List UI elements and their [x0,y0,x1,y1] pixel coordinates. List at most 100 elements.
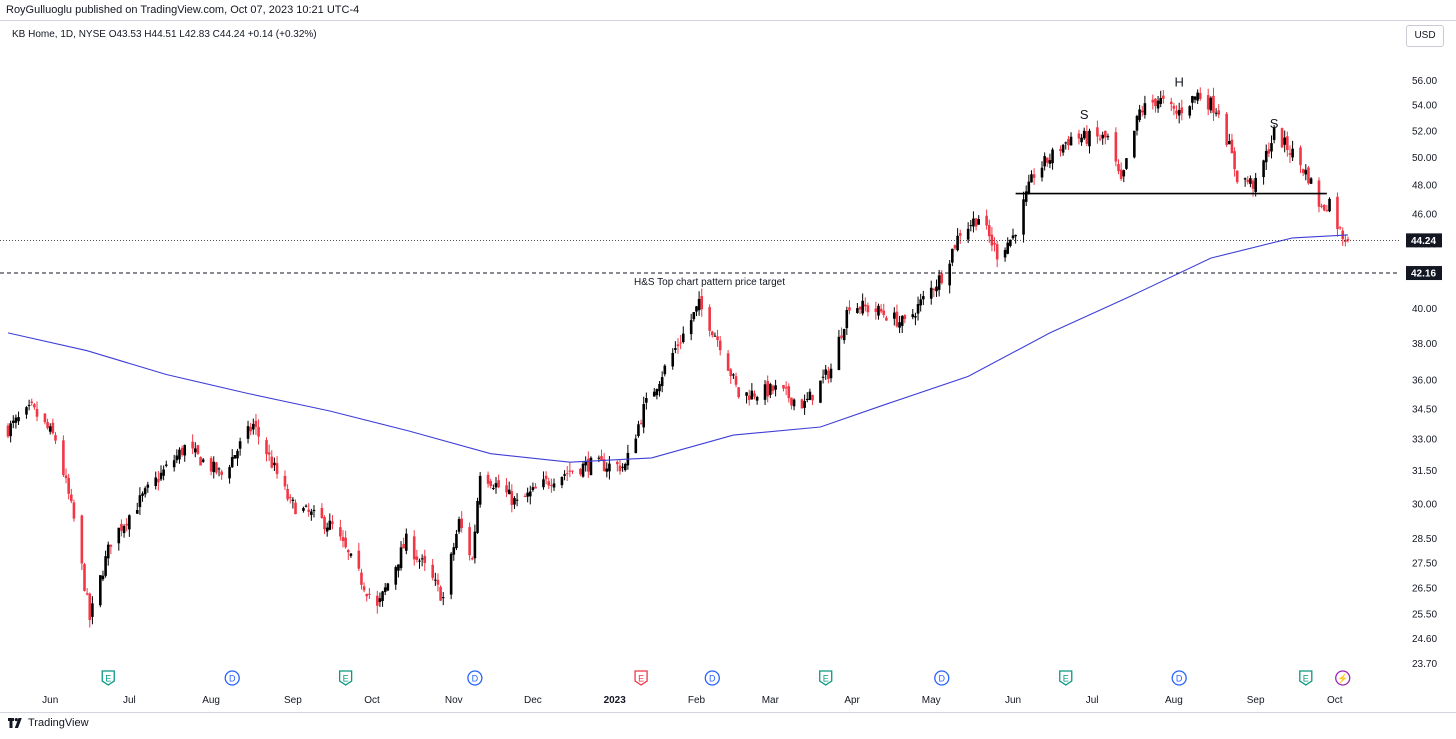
candle-body-286 [1061,144,1065,153]
event-marker-dividend-3[interactable]: D [467,670,483,686]
candle-body-323 [1196,92,1199,101]
candle-body-0 [6,425,10,437]
event-marker-earnings-10[interactable]: E [1299,670,1313,686]
candle-body-188 [697,298,701,311]
candle-body-1 [9,423,12,437]
candle-body-353 [1307,167,1310,184]
event-marker-news-11[interactable]: ⚡ [1335,670,1351,686]
candle-body-207 [769,383,772,395]
candle-body-226 [840,335,843,338]
candle-body-139 [515,499,519,501]
candle-body-277 [1027,181,1031,194]
candle-body-297 [1101,134,1104,139]
candle-body-217 [805,398,809,400]
event-marker-outline-5 [704,670,720,686]
x-tick-label-13: Jul [1086,695,1099,706]
candles-layer [6,87,1350,628]
currency-button[interactable]: USD [1406,25,1444,47]
x-tick-label-14: Aug [1165,695,1183,706]
candle-body-214 [792,399,796,407]
candle-body-102 [381,591,384,601]
candle-body-302 [1119,169,1123,180]
candle-body-48 [180,447,184,455]
candle-body-317 [1175,110,1178,114]
event-marker-dividend-9[interactable]: D [1171,670,1187,686]
candle-body-256 [951,248,954,263]
event-marker-dividend-5[interactable]: D [704,670,720,686]
candle-body-338 [1251,180,1255,189]
y-tick-label-2: 25.50 [1412,610,1437,621]
candle-body-19 [72,502,76,519]
candle-body-31 [120,523,123,531]
candle-body-172 [639,423,643,425]
candle-body-61 [230,457,234,468]
candle-body-90 [339,527,342,537]
target-annotation: H&S Top chart pattern price target [634,277,785,288]
candle-body-155 [579,468,582,475]
candle-body-179 [663,365,667,375]
event-marker-dividend-7[interactable]: D [934,670,950,686]
tradingview-logo-icon [8,718,22,728]
candle-body-59 [220,471,223,475]
candle-body-170 [634,438,638,454]
candle-body-38 [143,488,147,495]
candle-body-315 [1169,101,1173,105]
price-chart[interactable]: H&S Top chart pattern price target S H S 2… [0,0,1456,712]
candle-body-360 [1336,196,1339,230]
candle-body-164 [608,463,611,472]
candle-body-158 [587,458,590,472]
candle-body-198 [734,376,738,385]
event-marker-outline-6 [819,670,833,686]
candle-body-218 [808,391,812,400]
candle-body-95 [357,550,361,569]
event-marker-earnings-2[interactable]: E [338,670,353,686]
candle-body-334 [1235,170,1239,183]
candle-body-50 [191,441,194,449]
candle-body-248 [919,299,922,306]
event-marker-earnings-8[interactable]: E [1059,670,1073,686]
candle-body-287 [1064,142,1068,144]
y-tick-label-16: 48.00 [1412,181,1437,192]
candle-body-328 [1214,112,1218,114]
candle-body-30 [117,527,121,544]
candle-body-37 [141,493,144,496]
candle-body-74 [275,463,279,475]
candle-body-304 [1125,158,1128,169]
event-marker-dividend-1[interactable]: D [224,670,240,686]
candle-body-81 [304,505,308,507]
y-tick-label-3: 26.50 [1412,583,1437,594]
candle-body-227 [842,329,846,341]
candle-body-352 [1304,169,1308,175]
candle-body-196 [729,369,733,377]
candle-body-276 [1024,191,1028,202]
candle-body-299 [1106,136,1110,138]
candle-body-291 [1080,137,1083,143]
candle-body-289 [1069,136,1073,146]
candle-body-162 [602,459,606,471]
candle-body-5 [25,407,28,415]
candle-body-123 [457,519,461,532]
candle-body-99 [368,593,371,595]
pattern-label-2: S [1270,116,1279,131]
event-marker-earnings-6[interactable]: E [819,670,833,686]
y-tick-label-7: 31.50 [1412,466,1437,477]
tradingview-brand[interactable]: TradingView [8,717,89,729]
candle-body-223 [827,370,830,379]
candle-body-112 [418,560,421,562]
candle-body-62 [233,455,237,459]
event-marker-earnings-upcoming-4[interactable]: E [634,670,648,686]
candle-body-105 [394,567,398,585]
candle-body-119 [441,597,445,599]
candle-body-262 [972,218,975,227]
candle-body-57 [215,462,218,473]
candle-body-152 [565,473,569,475]
candle-body-354 [1309,178,1313,184]
candle-body-322 [1193,96,1197,100]
candle-body-92 [344,537,347,548]
candle-body-191 [710,331,714,336]
candle-body-284 [1051,149,1054,164]
candle-body-83 [310,511,313,515]
candle-body-110 [412,536,416,560]
candle-body-208 [771,385,775,391]
event-marker-earnings-0[interactable]: E [101,670,115,686]
